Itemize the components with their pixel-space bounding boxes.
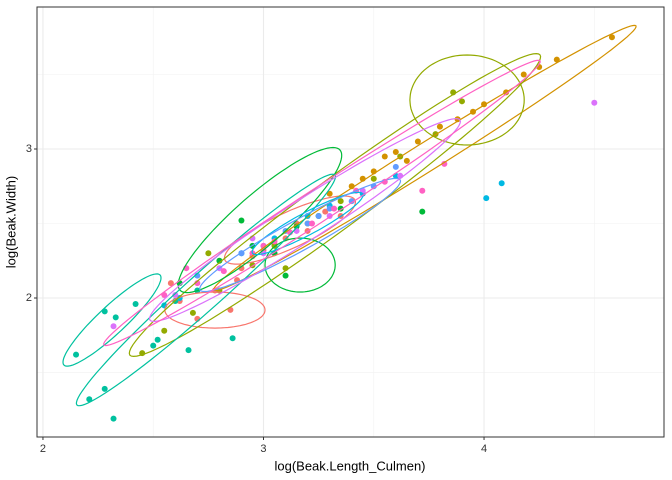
point [229,335,236,342]
panel-border [36,6,665,438]
ellipse [409,54,525,146]
point [337,198,344,205]
point [441,160,448,167]
y-tick-label: 3 [26,143,32,155]
ellipse [128,52,542,358]
point [112,314,119,321]
point [326,190,333,197]
point [132,300,139,307]
point [370,175,377,182]
point [172,292,179,299]
point [322,208,329,215]
point [194,280,201,287]
point [73,351,80,358]
ellipse [199,177,402,293]
point [205,250,212,257]
x-axis-title: log(Beak.Length_Culmen) [274,458,425,473]
x-tick-label: 4 [481,443,487,455]
x-tick-label: 2 [40,443,46,455]
point [154,336,161,343]
point [608,34,615,41]
y-axis-title: log(Beak.Width) [3,176,18,268]
point [185,347,192,354]
point [483,195,490,202]
point [110,323,117,330]
point [436,123,443,130]
point [348,198,355,205]
point [337,205,344,212]
x-tick-label: 3 [260,443,266,455]
point [282,272,289,279]
point [189,309,196,316]
ellipse [251,191,364,256]
point [220,268,227,275]
point [403,157,410,164]
point [293,227,300,234]
ellipse [103,59,541,347]
y-tick-label: 2 [26,292,32,304]
point [419,187,426,194]
point [520,71,527,78]
point [110,415,117,422]
point [458,98,465,105]
ellipse [223,195,356,265]
point [101,385,108,392]
point [381,153,388,160]
point [419,208,426,215]
point [591,99,598,106]
point [238,265,245,272]
point [498,180,505,187]
ellipse [264,237,336,293]
point [161,327,168,334]
point [238,217,245,224]
ellipse [148,118,462,322]
point [553,56,560,63]
point [304,220,311,227]
point [348,183,355,190]
point [392,148,399,155]
point [86,396,93,403]
point [414,138,421,145]
point [326,205,333,212]
point [216,257,223,264]
point [331,205,338,212]
ellipse [75,173,337,407]
point [315,213,322,220]
point [309,220,316,227]
point [392,163,399,170]
point [167,280,174,287]
point [150,342,157,349]
